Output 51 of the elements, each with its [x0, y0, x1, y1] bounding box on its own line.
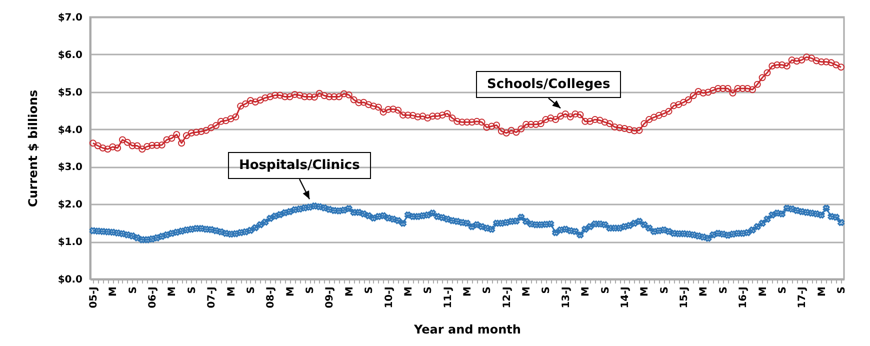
x-tick-label: M [522, 286, 533, 296]
x-tick-label: M [462, 286, 474, 296]
x-tick-label: 16-J [738, 286, 750, 308]
x-tick-label: M [285, 286, 296, 296]
x-tick-label: S [600, 286, 612, 294]
x-tick-label: M [580, 286, 592, 296]
y-tick-label: $2.0 [58, 200, 83, 211]
y-tick-label: $0.0 [58, 274, 83, 286]
x-tick-label: M [758, 286, 769, 296]
x-axis-title: Year and month [413, 322, 521, 336]
x-tick-label: 13-J [560, 286, 572, 308]
x-tick-label: S [659, 286, 670, 294]
x-tick-label: S [718, 286, 730, 294]
x-tick-label: M [226, 286, 238, 296]
x-tick-label: S [423, 286, 434, 294]
x-tick-label: S [246, 286, 257, 294]
callout-box: Schools/Colleges [476, 71, 622, 98]
x-tick-label: M [816, 286, 828, 296]
x-tick-label: 11-J [442, 286, 454, 308]
x-tick-label: S [777, 286, 788, 294]
x-tick-label: 05-J [88, 286, 100, 308]
x-tick-label: S [128, 286, 139, 294]
x-tick-label: S [186, 286, 198, 294]
y-axis-title: Current $ billions [26, 90, 40, 208]
x-tick-label: 06-J [148, 286, 159, 308]
callout-box: Hospitals/Clinics [228, 152, 371, 180]
x-tick-label: 14-J [620, 286, 631, 308]
x-tick-label: M [403, 286, 414, 296]
x-tick-label: M [167, 286, 178, 296]
x-tick-label: 09-J [324, 286, 336, 308]
y-tick-label: $4.0 [58, 124, 83, 136]
x-tick-label: S [836, 286, 848, 294]
y-tick-label: $5.0 [58, 87, 83, 98]
x-tick-label: S [541, 286, 552, 294]
x-tick-label: M [698, 286, 710, 296]
y-tick-label: $3.0 [58, 162, 83, 174]
x-tick-label: 17-J [797, 286, 808, 308]
y-tick-label: $7.0 [58, 12, 83, 24]
y-tick-label: $6.0 [58, 50, 83, 61]
x-tick-label: 07-J [206, 286, 218, 308]
x-tick-label: 12-J [502, 286, 513, 308]
x-tick-label: S [305, 286, 316, 294]
x-tick-label: M [640, 286, 651, 296]
x-tick-label: M [108, 286, 120, 296]
x-tick-label: 10-J [384, 286, 395, 308]
x-tick-label: 08-J [266, 286, 277, 308]
x-tick-label: S [364, 286, 376, 294]
y-tick-label: $1.0 [58, 237, 83, 248]
x-tick-label: M [344, 286, 356, 296]
x-tick-label: S [482, 286, 494, 294]
x-tick-label: 15-J [679, 286, 690, 308]
